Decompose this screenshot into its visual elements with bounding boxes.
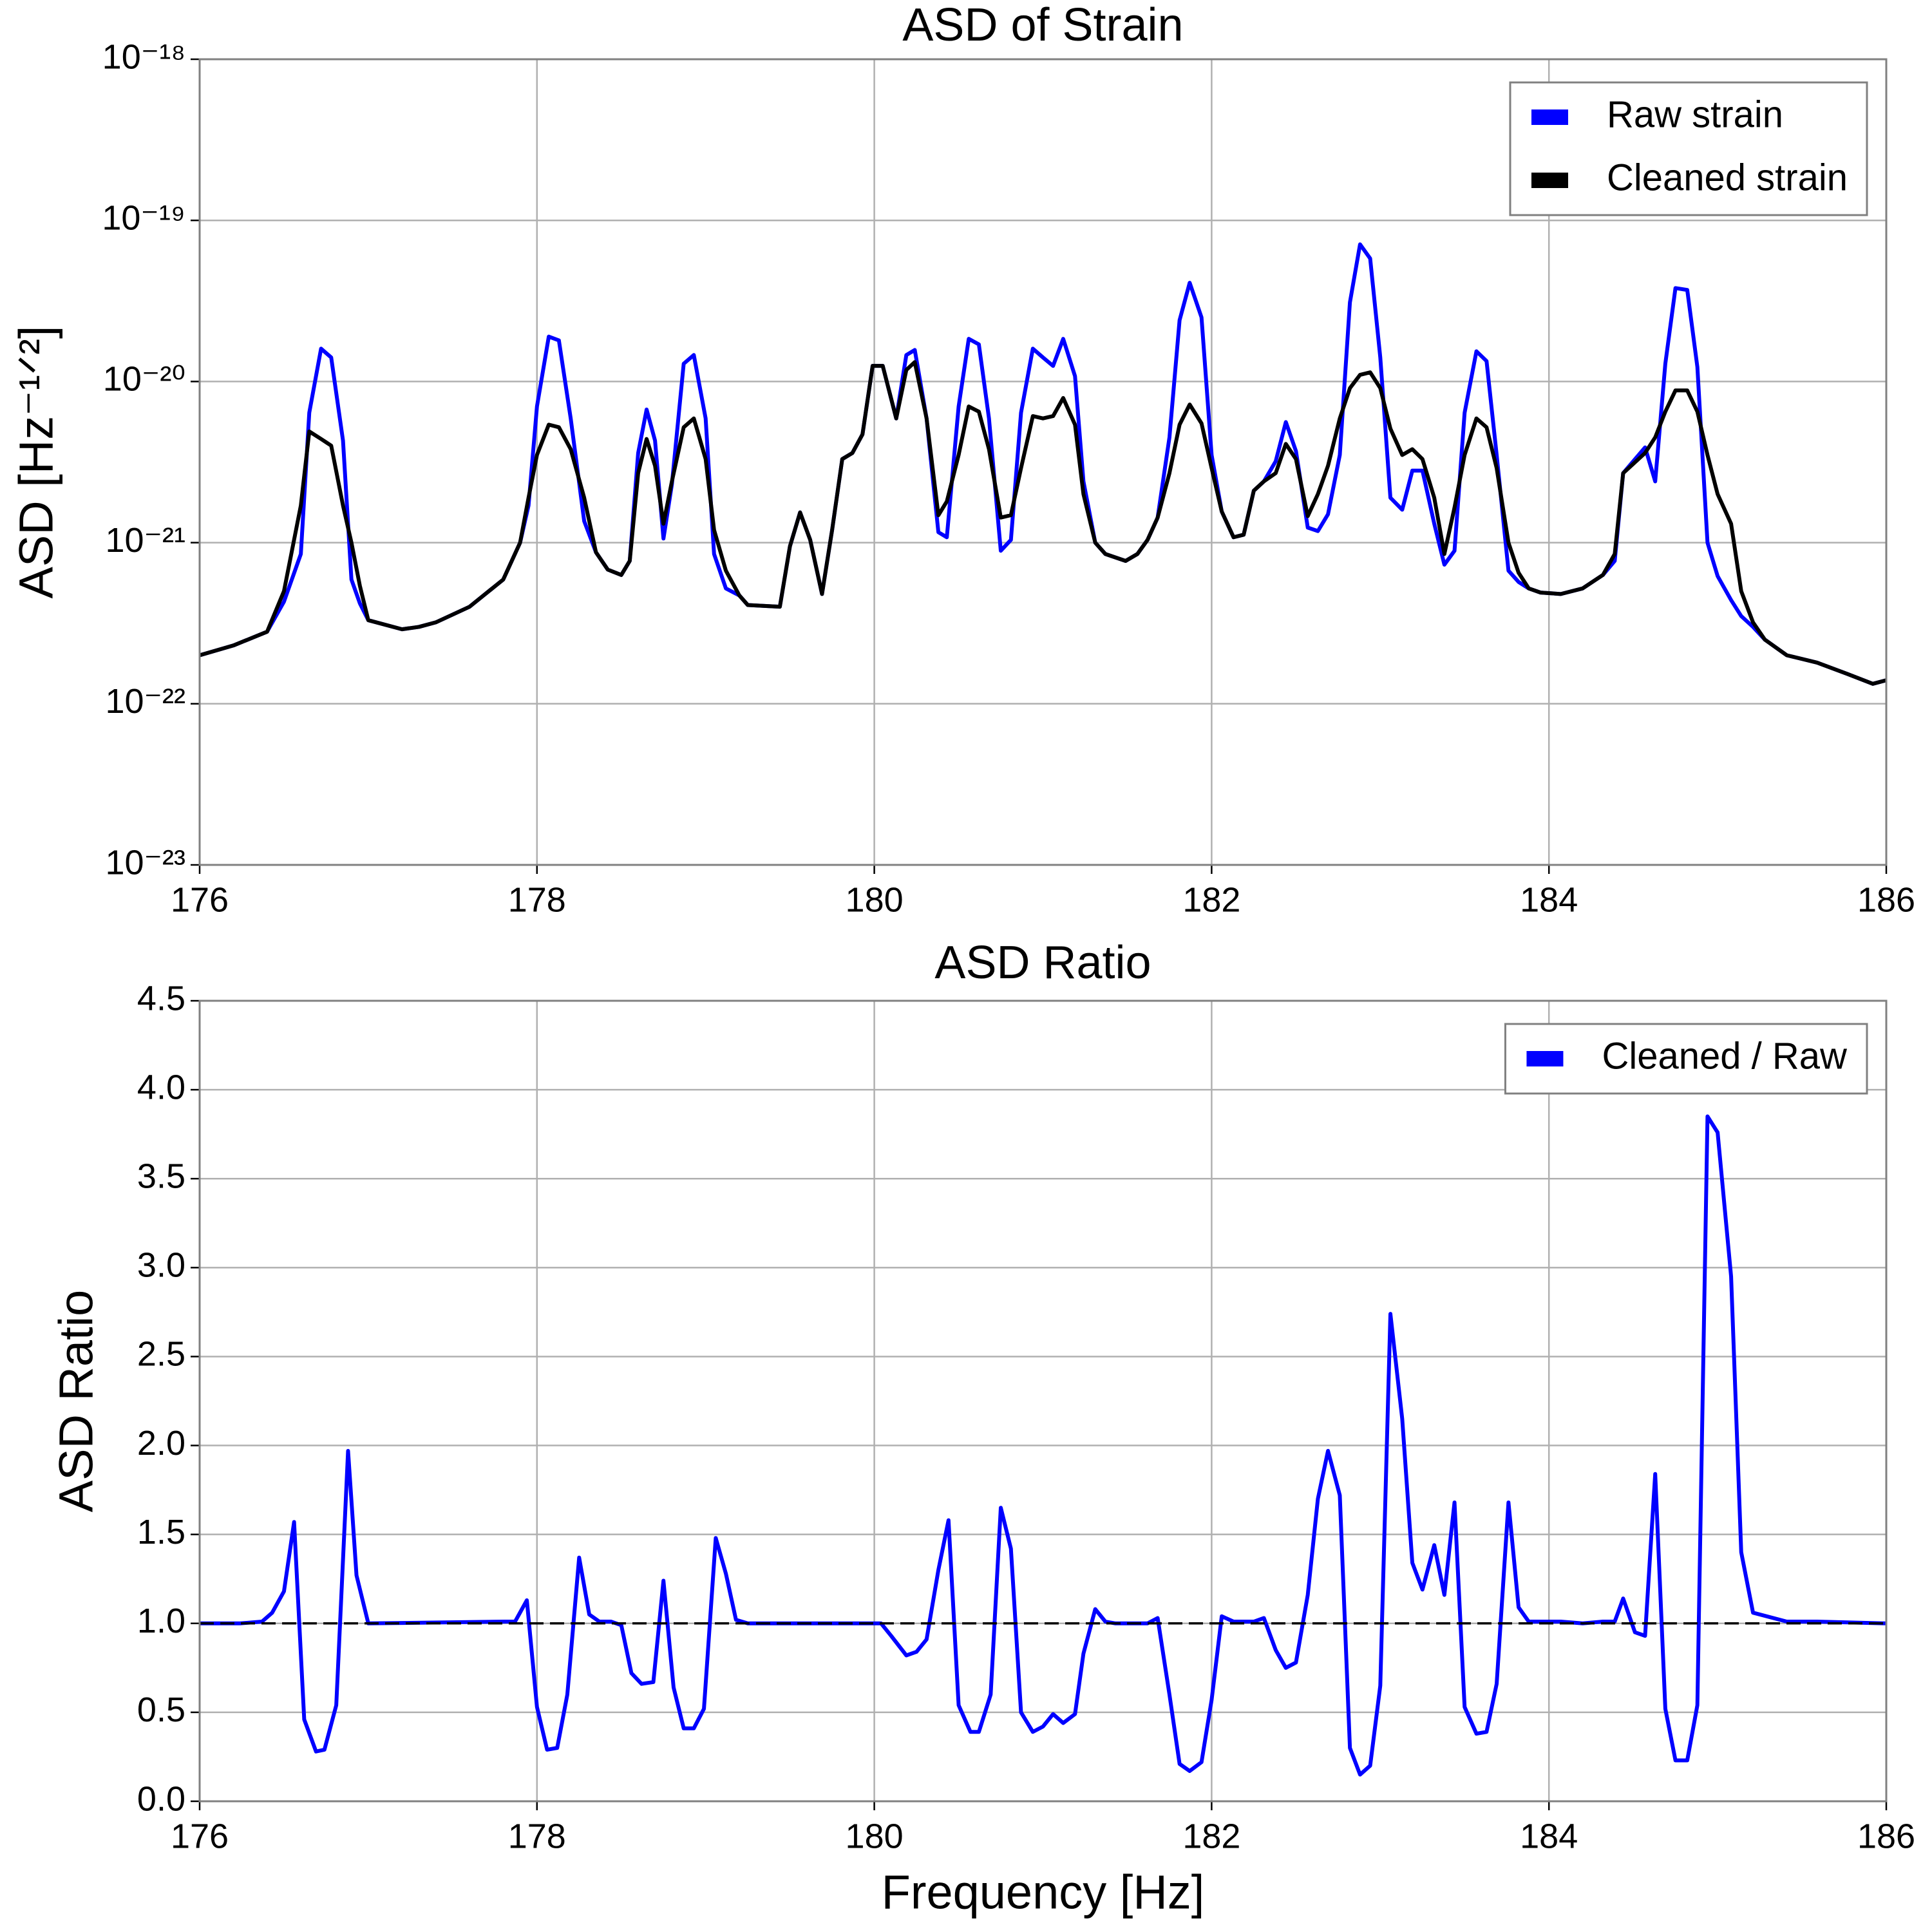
x-tick-label: 178 [508, 1817, 566, 1855]
x-tick-label: 182 [1182, 1817, 1240, 1855]
x-tick-label: 186 [1857, 880, 1915, 919]
legend: Cleaned / Raw [1504, 1023, 1868, 1095]
legend-label: Raw strain [1607, 93, 1783, 135]
legend: Raw strain Cleaned strain [1509, 81, 1868, 216]
plot-area [200, 1114, 1886, 1777]
y-tick-label: 3.0 [137, 1246, 185, 1285]
y-axis-label: ASD [Hz⁻¹ᐟ²] [10, 326, 63, 599]
y-tick-label: 0.0 [137, 1779, 185, 1818]
x-tick-label: 180 [846, 1817, 904, 1855]
y-tick-label: 10⁻²¹ [105, 521, 185, 560]
x-tick-label: 184 [1520, 1817, 1578, 1855]
y-tick-label: 1.5 [137, 1513, 185, 1551]
x-tick-label: 176 [171, 1817, 229, 1855]
subplot: 176 178 180 182 184 186 0.0 0.5 1.0 1.5 2.0 2.5 3.0 3… [50, 937, 1916, 1919]
x-tick-label: 180 [846, 880, 904, 919]
y-tick-label: 10⁻¹⁹ [102, 198, 185, 237]
y-tick-label: 2.5 [137, 1335, 185, 1374]
y-tick-label: 10⁻²² [105, 682, 185, 721]
y-tick-label: 10⁻²⁰ [103, 360, 185, 399]
y-tick-label: 2.0 [137, 1424, 185, 1463]
subplot: 176 178 180 182 184 186 10⁻²³ 10⁻²² 10⁻²¹ 10⁻²⁰ 10… [10, 0, 1916, 919]
y-tick-label: 3.5 [137, 1157, 185, 1195]
axes-frame [198, 999, 1888, 1803]
y-axis-label: ASD Ratio [50, 1290, 103, 1512]
series-line [200, 360, 1886, 686]
legend-swatch [1531, 173, 1568, 188]
x-tick-label: 178 [508, 880, 566, 919]
y-tick-label: 4.5 [137, 979, 185, 1018]
legend-label: Cleaned / Raw [1602, 1035, 1848, 1077]
series-line [200, 1114, 1886, 1777]
y-tick-label: 10⁻¹⁸ [102, 37, 185, 76]
y-tick-label: 0.5 [137, 1690, 185, 1729]
legend-box [1504, 1023, 1868, 1095]
chart-title: ASD of Strain [902, 0, 1183, 51]
x-tick-label: 182 [1182, 880, 1240, 919]
plot-area [200, 242, 1886, 686]
legend-swatch [1531, 109, 1568, 125]
x-axis-label: Frequency [Hz] [882, 1866, 1205, 1919]
y-tick-label: 10⁻²³ [105, 843, 185, 882]
x-tick-label: 186 [1857, 1817, 1915, 1855]
legend-label: Cleaned strain [1607, 156, 1848, 198]
y-tick-label: 1.0 [137, 1602, 185, 1640]
x-tick-label: 184 [1520, 880, 1578, 919]
x-tick-label: 176 [171, 880, 229, 919]
chart-title: ASD Ratio [934, 937, 1151, 989]
legend-box [1509, 81, 1868, 216]
legend-swatch [1526, 1051, 1564, 1066]
axes-frame [198, 58, 1888, 866]
y-tick-label: 4.0 [137, 1068, 185, 1106]
